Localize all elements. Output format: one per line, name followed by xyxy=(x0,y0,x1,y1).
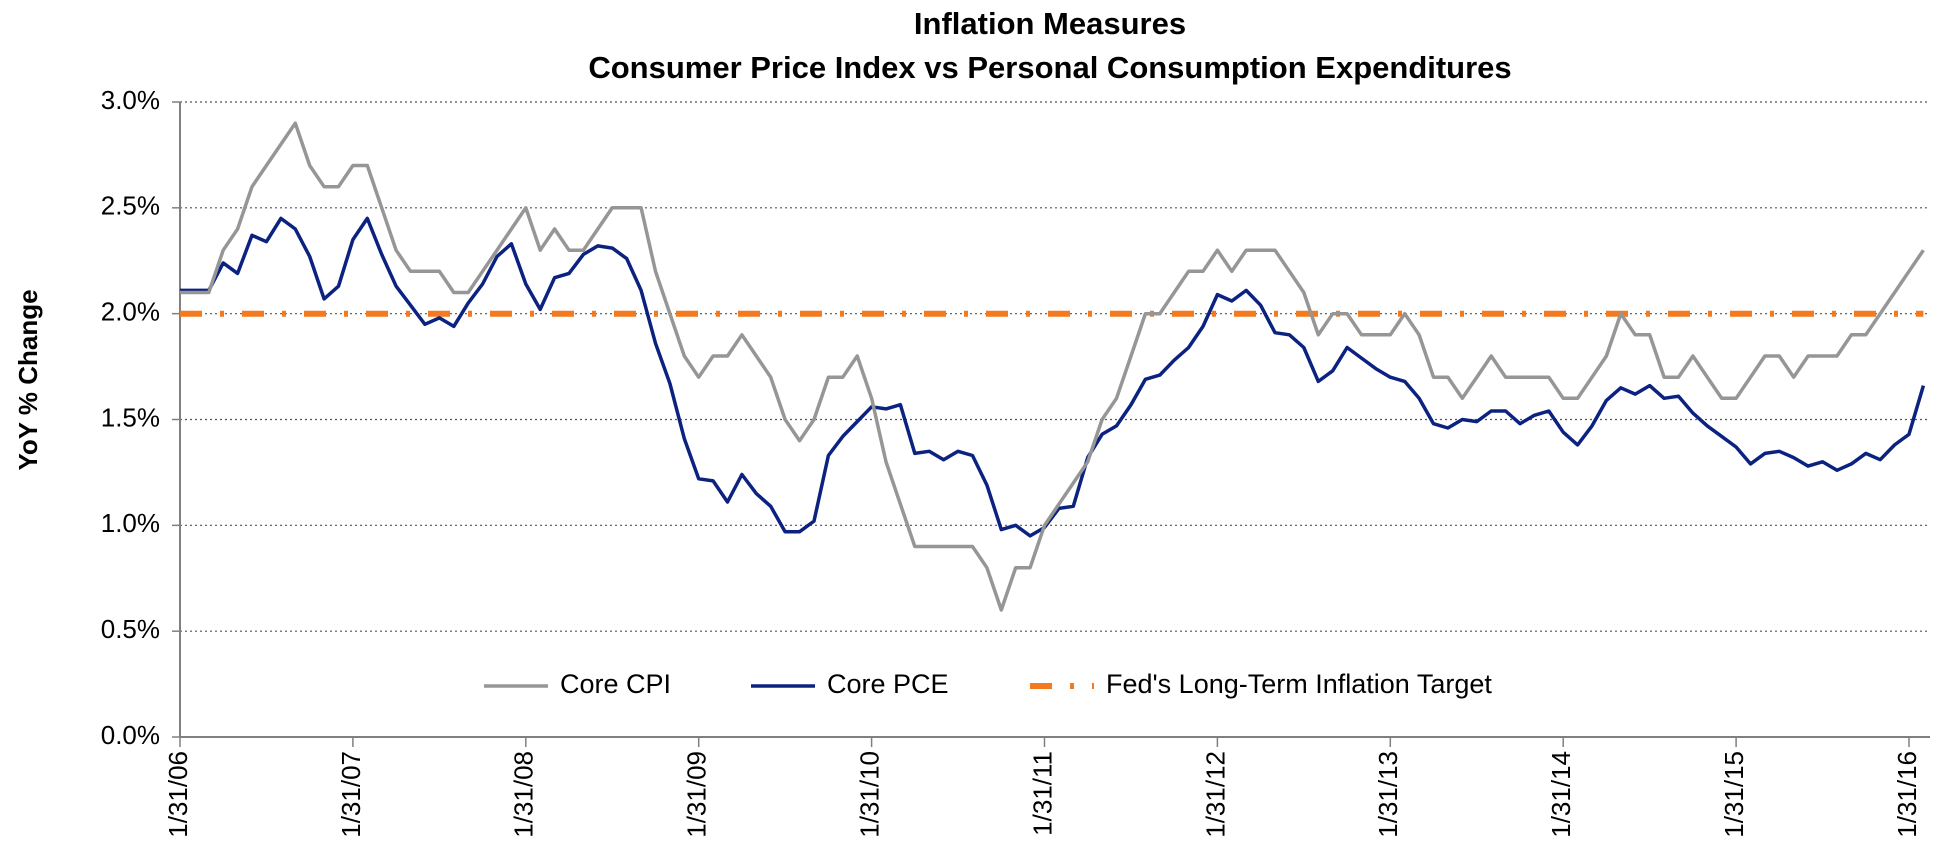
y-tick-label: 0.5% xyxy=(101,614,160,644)
series-line xyxy=(180,216,1926,538)
x-tick-label: 1/31/07 xyxy=(336,751,366,838)
x-tick-label: 1/31/08 xyxy=(509,751,539,838)
x-tick-label: 1/31/13 xyxy=(1373,751,1403,838)
legend-label: Core PCE xyxy=(827,669,949,699)
y-tick-label: 2.0% xyxy=(101,297,160,327)
chart-title: Inflation Measures xyxy=(914,6,1186,41)
legend-label: Fed's Long-Term Inflation Target xyxy=(1106,669,1492,699)
y-tick-label: 2.5% xyxy=(101,191,160,221)
legend-label: Core CPI xyxy=(560,669,671,699)
x-tick-label: 1/31/06 xyxy=(163,751,193,838)
y-tick-label: 1.5% xyxy=(101,402,160,432)
x-tick-label: 1/31/16 xyxy=(1892,751,1922,838)
x-tick-label: 1/31/15 xyxy=(1719,751,1749,838)
x-tick-label: 1/31/11 xyxy=(1027,751,1057,836)
y-axis-label: YoY % Change xyxy=(13,289,43,470)
y-tick-label: 0.0% xyxy=(101,720,160,750)
series-line xyxy=(180,121,1925,612)
x-tick-label: 1/31/09 xyxy=(682,751,712,838)
y-tick-label: 3.0% xyxy=(101,85,160,115)
chart-subtitle: Consumer Price Index vs Personal Consump… xyxy=(588,50,1511,85)
x-tick-label: 1/31/14 xyxy=(1546,751,1576,838)
x-tick-label: 1/31/12 xyxy=(1200,751,1230,838)
y-tick-label: 1.0% xyxy=(101,508,160,538)
x-tick-label: 1/31/10 xyxy=(854,751,884,838)
